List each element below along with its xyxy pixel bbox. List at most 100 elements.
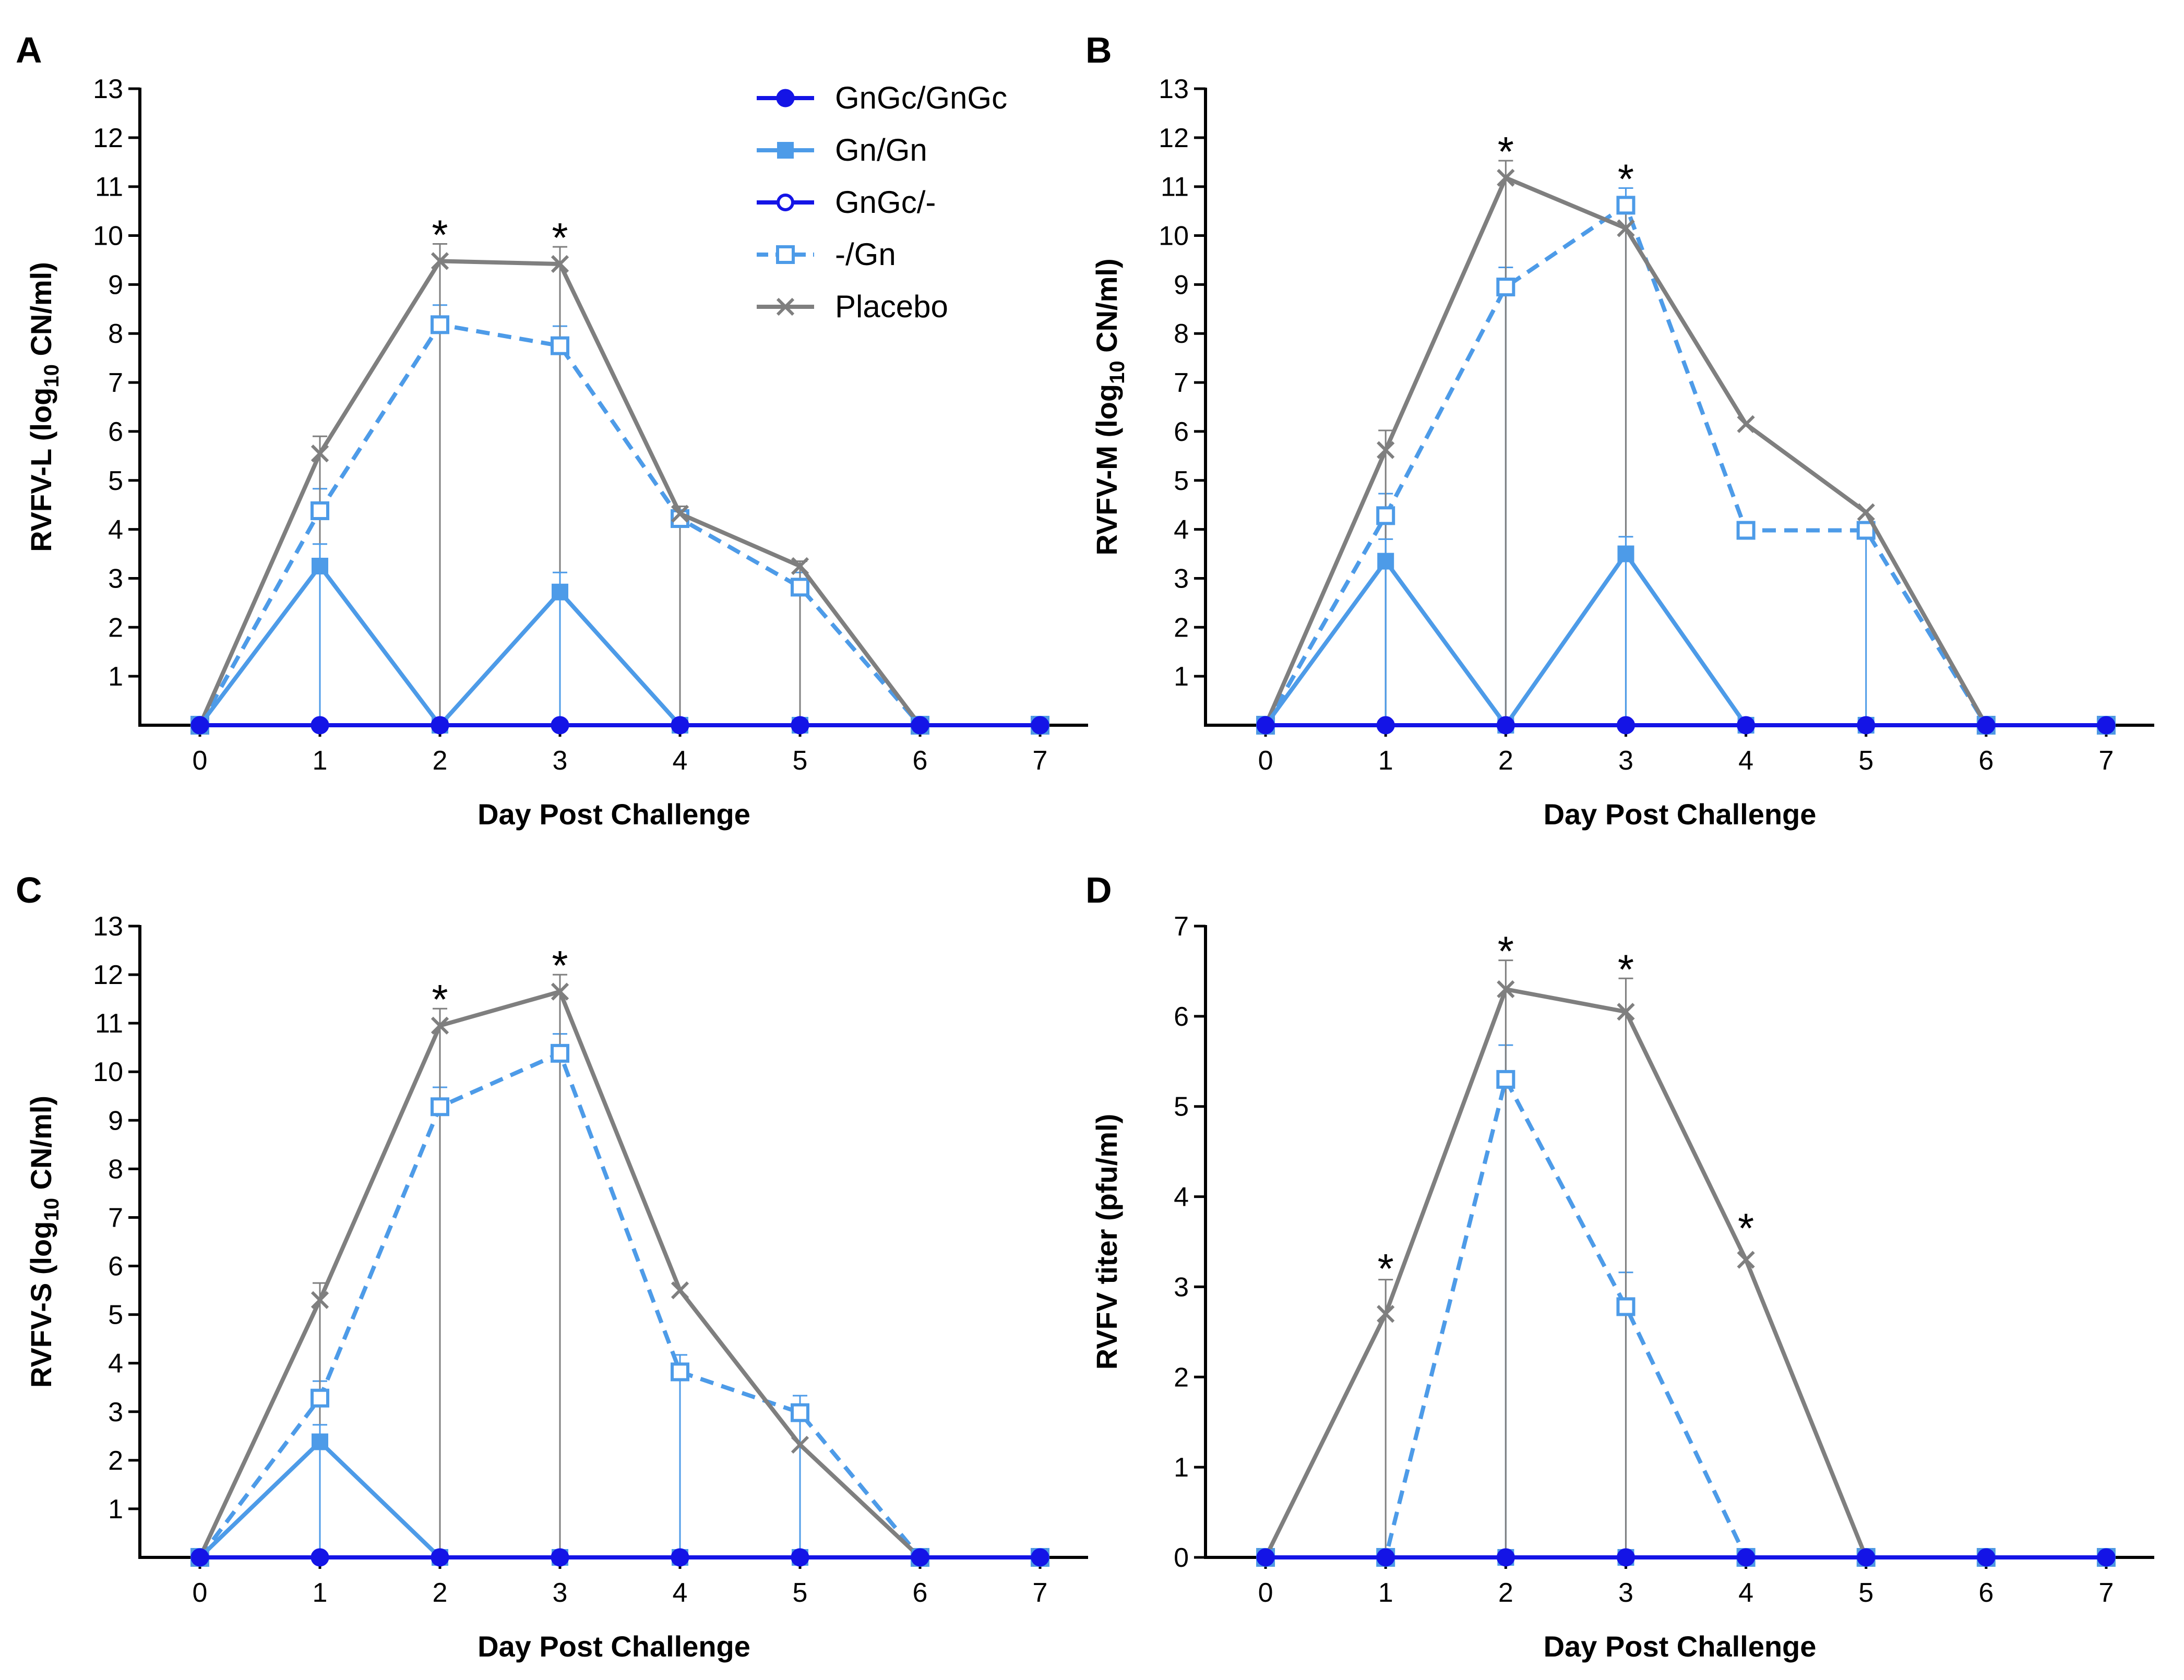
point-gn: [1736, 521, 1756, 540]
y-tick-label: 1: [1174, 662, 1189, 692]
point-gngc-gngc: [1376, 1548, 1395, 1567]
y-tick-label: 1: [1174, 1453, 1189, 1483]
error-bar-placebo: [553, 974, 567, 1557]
y-tick-label: 12: [93, 960, 123, 990]
significance-star: *: [552, 214, 568, 261]
panel-letter: B: [1085, 30, 1112, 70]
x-tick-label: 4: [1738, 1578, 1753, 1608]
y-tick-label: 11: [95, 1009, 123, 1039]
x-tick-label: 7: [1033, 1578, 1048, 1608]
y-axis-title-main: RVFV-L (log: [25, 388, 57, 552]
point-gngc-gngc: [431, 716, 449, 735]
point-gngc-gngc: [2097, 716, 2116, 735]
point-gn: [1376, 506, 1395, 525]
y-tick-label: 3: [1174, 563, 1189, 594]
series-line-placebo: [1263, 175, 2106, 727]
y-tick-label: 9: [108, 270, 123, 300]
x-tick-label: 0: [193, 1578, 208, 1608]
point-gngc-gngc: [1616, 716, 1635, 735]
point-placebo: [311, 1291, 329, 1309]
point-gn: [1616, 196, 1636, 215]
point-gn: [1496, 278, 1515, 297]
x-axis-title: Day Post Challenge: [478, 1630, 750, 1663]
legend-item-placebo: Placebo: [757, 289, 948, 324]
point-gngc-gngc: [1031, 716, 1049, 735]
y-tick-label: 8: [108, 1154, 123, 1184]
point-gngc-gngc: [1496, 716, 1515, 735]
x-tick-label: 5: [793, 746, 808, 776]
x-axis-title: Day Post Challenge: [1544, 798, 1817, 831]
y-axis-title: RVFV-M (log10 CN/ml): [1090, 258, 1129, 555]
x-tick-label: 1: [313, 1578, 328, 1608]
x-tick-label: 6: [913, 1578, 928, 1608]
x-tick-label: 3: [1618, 746, 1633, 776]
error-bar-gn: [673, 1354, 687, 1557]
point-gngc-gngc: [311, 716, 329, 735]
x-tick-label: 6: [1978, 746, 1994, 776]
x-tick-label: 1: [1378, 746, 1393, 776]
point-gn: [431, 315, 449, 334]
series-line-gn: [198, 1051, 1040, 1559]
y-tick-label: 5: [1174, 466, 1189, 496]
point-gngc-gngc: [1857, 1548, 1876, 1567]
y-tick-label: 8: [108, 319, 123, 349]
point-placebo: [431, 252, 449, 270]
legend-label: Placebo: [835, 289, 948, 324]
y-tick-label: 2: [108, 613, 123, 643]
point-gngc-gngc: [1977, 1548, 1996, 1567]
x-tick-label: 4: [673, 1578, 688, 1608]
point-gn: [311, 1388, 329, 1408]
x-tick-label: 7: [2098, 1578, 2114, 1608]
point-gngc-gngc: [190, 1548, 209, 1567]
legend-marker: [776, 89, 795, 107]
error-bar-placebo: [1618, 977, 1633, 1557]
y-tick-label: 10: [1159, 221, 1189, 251]
series-line-placebo: [198, 259, 1040, 727]
y-tick-label: 3: [1174, 1272, 1189, 1302]
y-tick-label: 6: [1174, 417, 1189, 447]
y-tick-label: 4: [108, 515, 123, 545]
x-axis-title: Day Post Challenge: [478, 798, 750, 831]
error-bar-placebo: [1378, 1279, 1393, 1557]
x-tick-label: 2: [433, 1578, 448, 1608]
chart-panel-d: D 0 1 2 3 4 5 6 7 0 1 2 3 4 5 6 7 Day Post Challenge RVFV …: [1085, 870, 2154, 1663]
x-tick-label: 6: [913, 746, 928, 776]
point-gngc-gngc: [1031, 1548, 1049, 1567]
y-tick-label: 2: [1174, 1362, 1189, 1393]
series-line-gn-gn: [1263, 551, 2106, 727]
error-bar-placebo: [433, 1007, 447, 1557]
y-tick-label: 2: [1174, 613, 1189, 643]
point-placebo: [431, 1016, 449, 1035]
y-axis-title-main: RVFV-M (log: [1090, 384, 1123, 556]
y-tick-label: 12: [93, 123, 123, 153]
legend-item-gn: -/Gn: [757, 237, 896, 272]
y-tick-label: 5: [108, 1300, 123, 1330]
y-tick-label: 0: [1174, 1543, 1189, 1573]
y-tick-label: 4: [1174, 515, 1189, 545]
point-gn-gn: [312, 1433, 328, 1450]
x-tick-label: 0: [193, 746, 208, 776]
point-gngc-gngc: [1737, 716, 1756, 735]
point-gn-gn: [1377, 553, 1394, 570]
point-gngc-gngc: [671, 716, 689, 735]
y-tick-label: 12: [1159, 123, 1189, 153]
y-tick-label: 6: [1174, 1002, 1189, 1032]
error-bar-placebo: [1498, 959, 1513, 1557]
point-gngc-gngc: [311, 1548, 329, 1567]
x-tick-label: 1: [313, 746, 328, 776]
x-tick-label: 7: [1033, 746, 1048, 776]
y-axis-title-subscript: 10: [40, 364, 63, 388]
x-tick-label: 7: [2098, 746, 2114, 776]
point-placebo: [1617, 219, 1635, 237]
x-tick-label: 5: [1858, 1578, 1873, 1608]
point-gn-gn: [312, 558, 328, 574]
x-tick-label: 4: [1738, 746, 1753, 776]
point-gngc-gngc: [1977, 716, 1996, 735]
point-placebo: [671, 1281, 689, 1300]
x-tick-label: 3: [1618, 1578, 1633, 1608]
point-gngc-gngc: [1496, 1548, 1515, 1567]
error-bar-gn-gn: [1618, 536, 1633, 725]
significance-star: *: [1498, 928, 1514, 975]
